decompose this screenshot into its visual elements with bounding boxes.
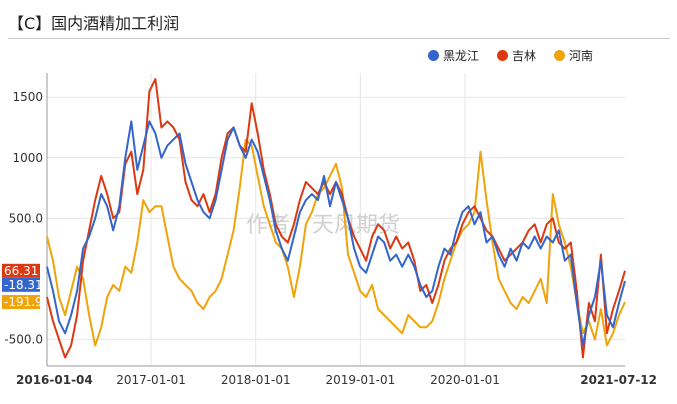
x-tick-label: 2018-01-01 (221, 373, 291, 387)
legend-label-heilongjiang: 黑龙江 (443, 49, 480, 63)
y-tick-label: 1000 (12, 151, 43, 165)
x-tick-label: 2021-07-12 (580, 373, 657, 387)
gridlines (47, 73, 625, 366)
last-value-tag-heilongjiang (2, 277, 40, 292)
x-tick-label: 2017-01-01 (116, 373, 186, 387)
last-value-labels: 66.31-18.31 -191.9 (2, 263, 43, 310)
y-tick-label: -500.0 (4, 332, 43, 346)
title-divider (8, 38, 670, 39)
y-tick-label: 500.0 (9, 211, 43, 225)
last-value-label-jilin: 66.31 (4, 264, 38, 278)
chart-legend: 黑龙江 吉林 河南 (428, 47, 611, 64)
y-tick-label: 1500 (12, 90, 43, 104)
legend-label-jilin: 吉林 (512, 49, 537, 63)
y-tick-labels: 1500 1000 500.0 -500.0 (4, 90, 43, 346)
x-tick-label: 2016-01-04 (16, 373, 93, 387)
series-lines (46, 78, 626, 359)
chart-title: 【C】国内酒精加工利润 (8, 14, 180, 33)
last-value-label-henan: -191.9 (4, 295, 43, 309)
last-value-tag-henan (2, 295, 40, 310)
legend-marker-heilongjiang (428, 50, 439, 61)
last-value-label-heilongjiang: -18.31 (4, 278, 43, 292)
series-line-henan (46, 138, 626, 347)
x-tick-label: 2019-01-01 (325, 373, 395, 387)
series-line-heilongjiang (46, 120, 626, 347)
axes (46, 73, 625, 367)
x-tick-labels: 2016-01-04 2017-01-01 2018-01-01 2019-01-01… (16, 373, 657, 387)
legend-item-heilongjiang[interactable]: 黑龙江 (428, 47, 479, 64)
legend-item-jilin[interactable]: 吉林 (497, 47, 536, 64)
legend-item-henan[interactable]: 河南 (554, 47, 593, 64)
legend-marker-jilin (497, 50, 509, 61)
last-value-tag-jilin (2, 263, 40, 278)
x-tick-label: 2020-01-01 (430, 373, 500, 387)
legend-label-henan: 河南 (569, 49, 594, 63)
legend-marker-henan (554, 50, 566, 61)
